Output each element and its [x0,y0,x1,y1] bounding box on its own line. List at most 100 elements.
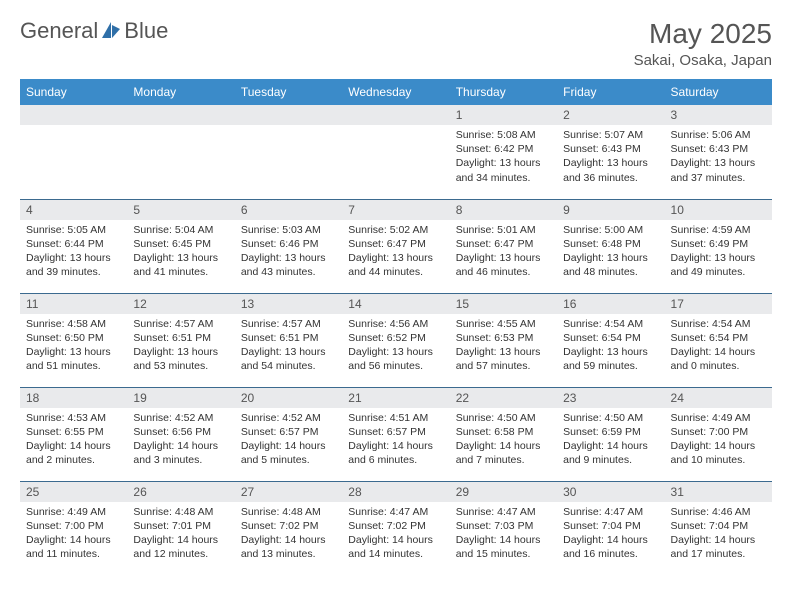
sunset-text: Sunset: 6:54 PM [671,331,766,345]
calendar-cell: 6Sunrise: 5:03 AMSunset: 6:46 PMDaylight… [235,199,342,293]
sunrise-text: Sunrise: 4:53 AM [26,411,121,425]
daylight-text: Daylight: 13 hours and 44 minutes. [348,251,443,279]
sunset-text: Sunset: 7:03 PM [456,519,551,533]
sunrise-text: Sunrise: 4:50 AM [456,411,551,425]
calendar-cell: 21Sunrise: 4:51 AMSunset: 6:57 PMDayligh… [342,387,449,481]
calendar-cell: 9Sunrise: 5:00 AMSunset: 6:48 PMDaylight… [557,199,664,293]
day-data: Sunrise: 4:48 AMSunset: 7:02 PMDaylight:… [235,502,342,568]
sunset-text: Sunset: 7:04 PM [563,519,658,533]
sunrise-text: Sunrise: 4:59 AM [671,223,766,237]
daylight-text: Daylight: 13 hours and 53 minutes. [133,345,228,373]
day-data: Sunrise: 5:05 AMSunset: 6:44 PMDaylight:… [20,220,127,286]
sunrise-text: Sunrise: 5:04 AM [133,223,228,237]
day-data: Sunrise: 4:47 AMSunset: 7:03 PMDaylight:… [450,502,557,568]
sunrise-text: Sunrise: 4:47 AM [563,505,658,519]
sunset-text: Sunset: 6:44 PM [26,237,121,251]
daylight-text: Daylight: 14 hours and 15 minutes. [456,533,551,561]
day-data: Sunrise: 4:57 AMSunset: 6:51 PMDaylight:… [235,314,342,380]
daylight-text: Daylight: 13 hours and 37 minutes. [671,156,766,184]
day-data: Sunrise: 4:47 AMSunset: 7:02 PMDaylight:… [342,502,449,568]
day-data [235,125,342,134]
sunrise-text: Sunrise: 4:49 AM [671,411,766,425]
calendar-cell: 25Sunrise: 4:49 AMSunset: 7:00 PMDayligh… [20,481,127,575]
calendar-cell: 7Sunrise: 5:02 AMSunset: 6:47 PMDaylight… [342,199,449,293]
calendar-cell: 16Sunrise: 4:54 AMSunset: 6:54 PMDayligh… [557,293,664,387]
calendar-cell: 3Sunrise: 5:06 AMSunset: 6:43 PMDaylight… [665,105,772,199]
day-header: Thursday [450,79,557,105]
sunset-text: Sunset: 7:01 PM [133,519,228,533]
calendar-cell: 31Sunrise: 4:46 AMSunset: 7:04 PMDayligh… [665,481,772,575]
day-number [127,105,234,125]
calendar-cell: 11Sunrise: 4:58 AMSunset: 6:50 PMDayligh… [20,293,127,387]
calendar-cell: 17Sunrise: 4:54 AMSunset: 6:54 PMDayligh… [665,293,772,387]
day-number: 9 [557,200,664,220]
day-data: Sunrise: 5:04 AMSunset: 6:45 PMDaylight:… [127,220,234,286]
sunset-text: Sunset: 6:47 PM [348,237,443,251]
daylight-text: Daylight: 14 hours and 7 minutes. [456,439,551,467]
day-number: 13 [235,294,342,314]
day-number: 22 [450,388,557,408]
sunrise-text: Sunrise: 5:07 AM [563,128,658,142]
sunrise-text: Sunrise: 5:08 AM [456,128,551,142]
day-data: Sunrise: 4:59 AMSunset: 6:49 PMDaylight:… [665,220,772,286]
calendar-cell: 10Sunrise: 4:59 AMSunset: 6:49 PMDayligh… [665,199,772,293]
calendar-cell: 29Sunrise: 4:47 AMSunset: 7:03 PMDayligh… [450,481,557,575]
day-number: 20 [235,388,342,408]
sunrise-text: Sunrise: 5:03 AM [241,223,336,237]
day-number: 5 [127,200,234,220]
day-data: Sunrise: 5:02 AMSunset: 6:47 PMDaylight:… [342,220,449,286]
calendar-cell: 2Sunrise: 5:07 AMSunset: 6:43 PMDaylight… [557,105,664,199]
month-title: May 2025 [634,18,772,50]
day-number [235,105,342,125]
sunrise-text: Sunrise: 5:02 AM [348,223,443,237]
daylight-text: Daylight: 14 hours and 3 minutes. [133,439,228,467]
daylight-text: Daylight: 13 hours and 34 minutes. [456,156,551,184]
location-text: Sakai, Osaka, Japan [634,52,772,69]
calendar-cell: 23Sunrise: 4:50 AMSunset: 6:59 PMDayligh… [557,387,664,481]
sunrise-text: Sunrise: 5:05 AM [26,223,121,237]
day-number: 27 [235,482,342,502]
day-number: 19 [127,388,234,408]
day-number: 7 [342,200,449,220]
sunrise-text: Sunrise: 4:49 AM [26,505,121,519]
calendar-cell: 24Sunrise: 4:49 AMSunset: 7:00 PMDayligh… [665,387,772,481]
sunrise-text: Sunrise: 4:52 AM [241,411,336,425]
calendar-week-row: 1Sunrise: 5:08 AMSunset: 6:42 PMDaylight… [20,105,772,199]
daylight-text: Daylight: 14 hours and 13 minutes. [241,533,336,561]
sunset-text: Sunset: 6:50 PM [26,331,121,345]
day-number: 3 [665,105,772,125]
sunrise-text: Sunrise: 5:00 AM [563,223,658,237]
calendar-cell: 26Sunrise: 4:48 AMSunset: 7:01 PMDayligh… [127,481,234,575]
day-number: 10 [665,200,772,220]
day-data: Sunrise: 4:49 AMSunset: 7:00 PMDaylight:… [665,408,772,474]
calendar-cell: 15Sunrise: 4:55 AMSunset: 6:53 PMDayligh… [450,293,557,387]
daylight-text: Daylight: 14 hours and 9 minutes. [563,439,658,467]
daylight-text: Daylight: 14 hours and 14 minutes. [348,533,443,561]
daylight-text: Daylight: 13 hours and 57 minutes. [456,345,551,373]
calendar-cell [20,105,127,199]
sunrise-text: Sunrise: 5:01 AM [456,223,551,237]
sunset-text: Sunset: 7:02 PM [241,519,336,533]
daylight-text: Daylight: 14 hours and 5 minutes. [241,439,336,467]
sunset-text: Sunset: 6:57 PM [241,425,336,439]
day-number: 8 [450,200,557,220]
daylight-text: Daylight: 13 hours and 48 minutes. [563,251,658,279]
daylight-text: Daylight: 14 hours and 16 minutes. [563,533,658,561]
sunrise-text: Sunrise: 4:51 AM [348,411,443,425]
day-data: Sunrise: 5:07 AMSunset: 6:43 PMDaylight:… [557,125,664,191]
day-number: 21 [342,388,449,408]
daylight-text: Daylight: 13 hours and 49 minutes. [671,251,766,279]
sunset-text: Sunset: 6:49 PM [671,237,766,251]
daylight-text: Daylight: 14 hours and 11 minutes. [26,533,121,561]
sunrise-text: Sunrise: 4:57 AM [133,317,228,331]
sunset-text: Sunset: 6:47 PM [456,237,551,251]
calendar-table: Sunday Monday Tuesday Wednesday Thursday… [20,79,772,575]
day-data: Sunrise: 4:53 AMSunset: 6:55 PMDaylight:… [20,408,127,474]
day-number: 15 [450,294,557,314]
day-data [20,125,127,134]
day-data: Sunrise: 4:57 AMSunset: 6:51 PMDaylight:… [127,314,234,380]
sunset-text: Sunset: 7:00 PM [671,425,766,439]
day-number: 6 [235,200,342,220]
calendar-cell: 20 Sunrise: 4:52 AMSunset: 6:57 PMDayligh… [235,387,342,481]
day-header-row: Sunday Monday Tuesday Wednesday Thursday… [20,79,772,105]
